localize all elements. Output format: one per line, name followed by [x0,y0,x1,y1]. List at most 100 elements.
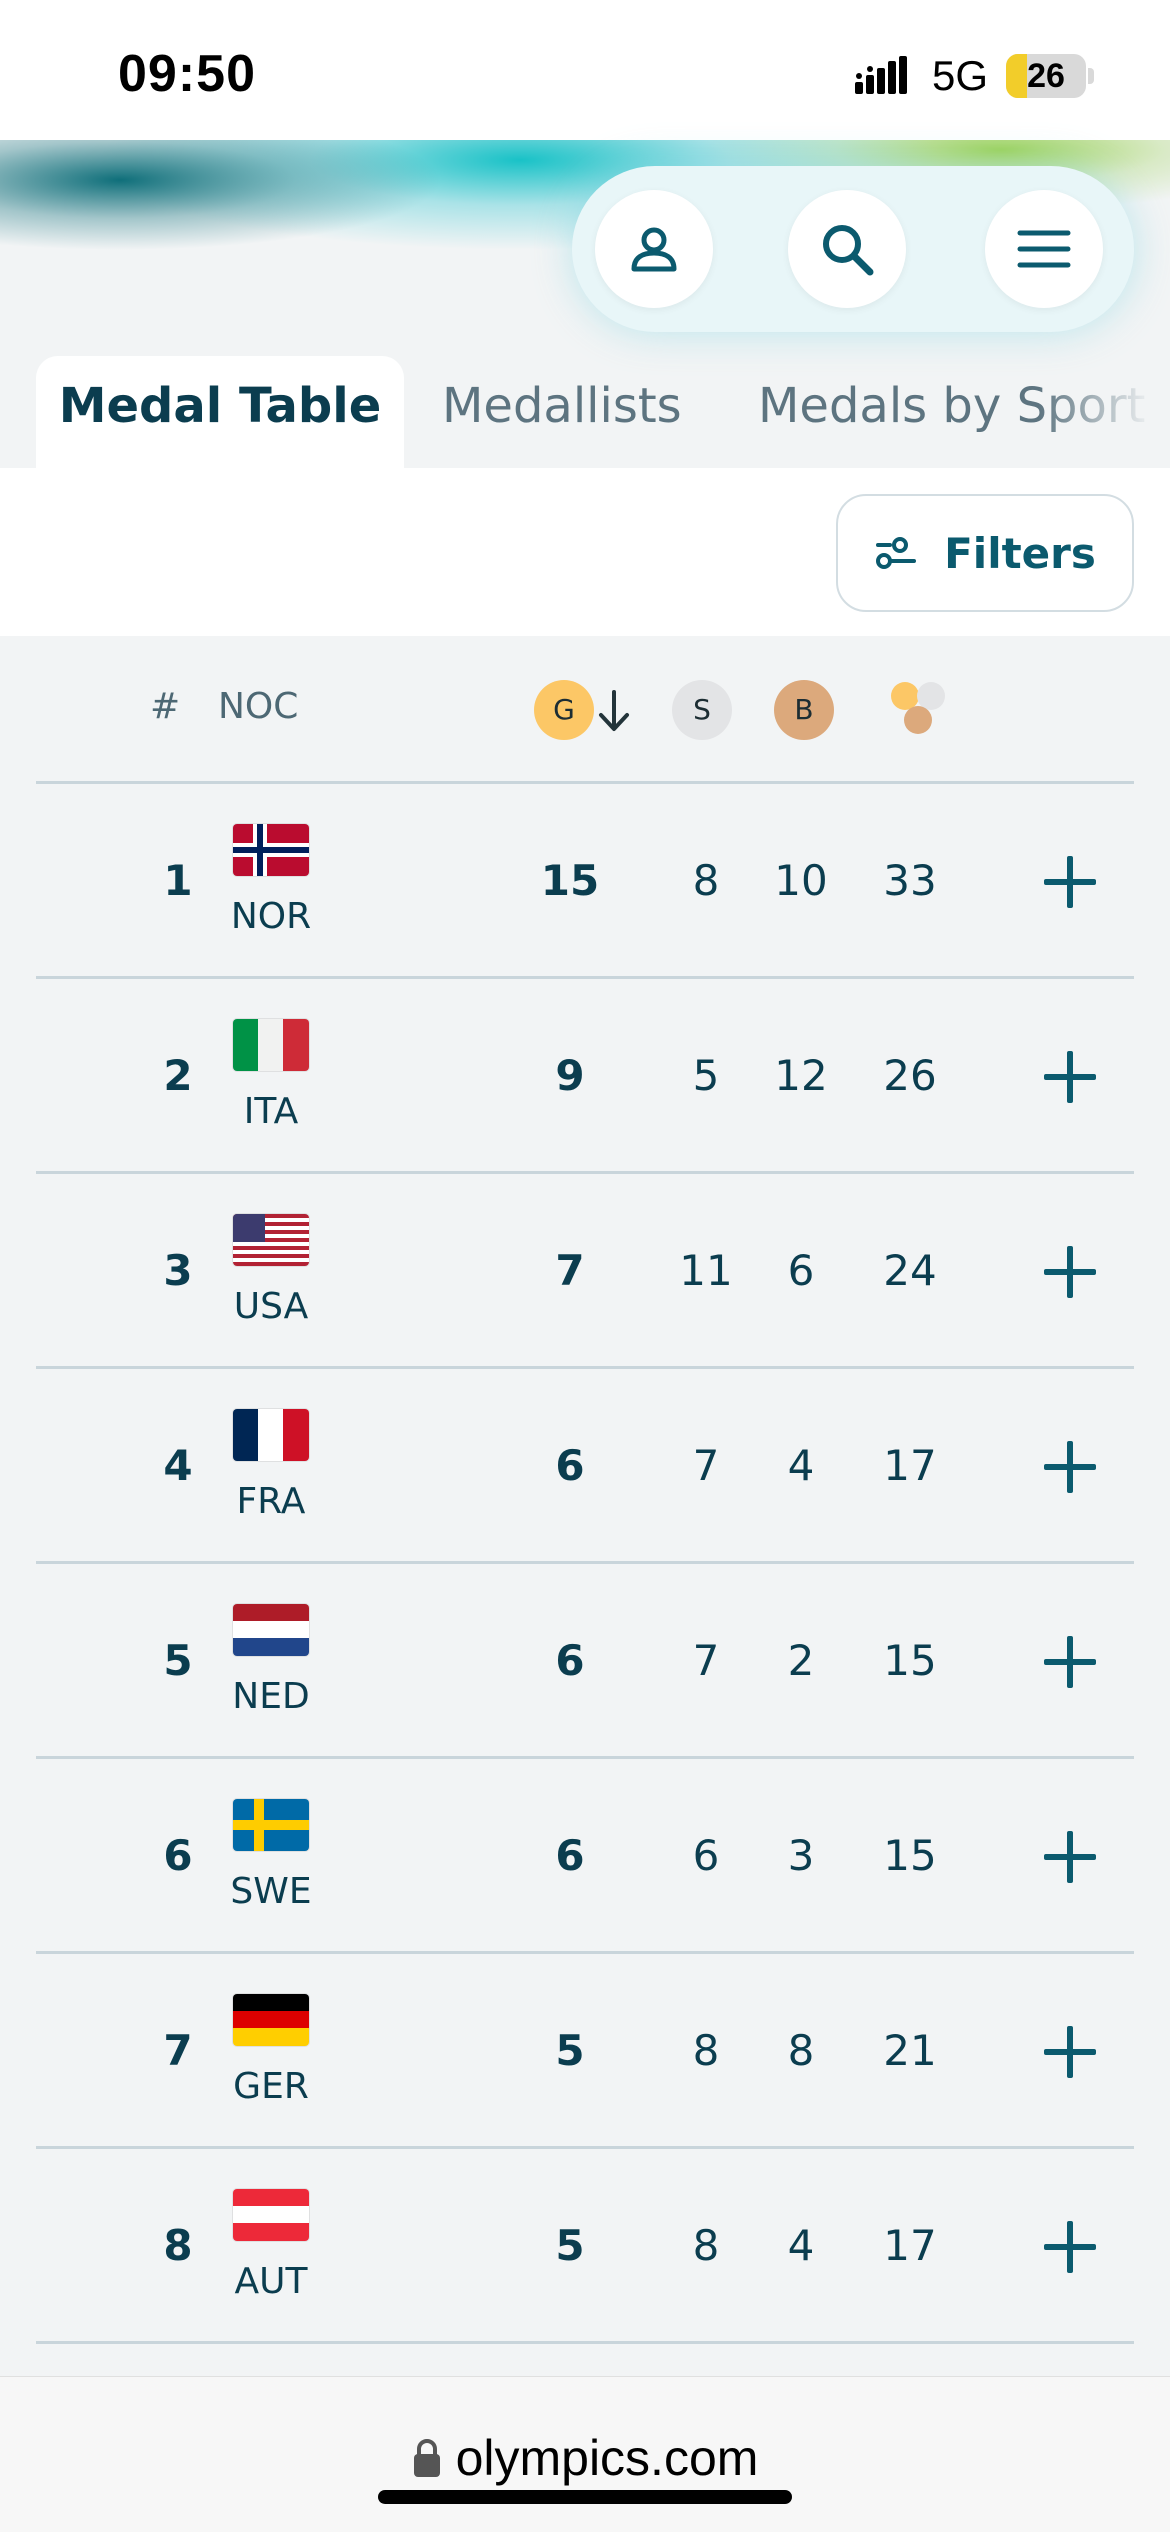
gold-count: 6 [555,1831,585,1880]
total-count: 21 [883,2026,937,2075]
flag-ger-icon [233,1994,309,2046]
bronze-count: 2 [787,1636,815,1685]
medals-total-icon[interactable] [886,676,956,746]
battery-fill [1006,54,1027,98]
tab-bar: Medal Table Medallists Medals by Sport [0,356,1170,468]
rank-cell: 1 [163,856,193,905]
filters-label: Filters [944,528,1096,578]
search-button[interactable] [788,190,906,308]
table-row[interactable]: 6 SWE 6 6 3 15 [36,1759,1134,1954]
search-icon [823,225,874,276]
silver-medal-header[interactable]: S [672,680,732,740]
silver-count: 11 [679,1246,733,1295]
battery-icon: 26 [1006,54,1086,98]
flag-swe-icon [233,1799,309,1851]
medal-table-body: 1 NOR 15 8 10 33 2 ITA 9 5 12 26 3 USA 7 11 6 24 4 FRA 6 7 4 17… [36,784,1134,2344]
user-icon [631,227,677,272]
rank-cell: 5 [163,1636,193,1685]
tab-medal-table[interactable]: Medal Table [36,356,404,468]
silver-count: 8 [692,2221,720,2270]
home-indicator [378,2490,792,2504]
gold-count: 6 [555,1636,585,1685]
expand-plus-icon[interactable] [1042,1439,1098,1495]
expand-plus-icon[interactable] [1042,1049,1098,1105]
silver-count: 6 [692,1831,720,1880]
table-row[interactable]: 8 AUT 5 8 4 17 [36,2149,1134,2344]
bronze-medal-header[interactable]: B [774,680,834,740]
table-row[interactable]: 7 GER 5 8 8 21 [36,1954,1134,2149]
flag-aut-icon [233,2189,309,2241]
expand-plus-icon[interactable] [1042,2024,1098,2080]
browser-address-bar[interactable]: olympics.com [0,2376,1170,2532]
tab-medallists[interactable]: Medallists [442,378,682,434]
url-text: olympics.com [455,2430,759,2486]
account-button[interactable] [595,190,713,308]
gold-count: 7 [555,1246,585,1295]
flag-usa-icon [233,1214,309,1266]
medal-table-header: # NOC G S B [36,636,1134,784]
table-row[interactable]: 1 NOR 15 8 10 33 [36,784,1134,979]
gold-count: 5 [555,2221,585,2270]
silver-count: 5 [692,1051,720,1100]
bronze-count: 3 [787,1831,815,1880]
total-count: 17 [883,1441,937,1490]
total-count: 17 [883,2221,937,2270]
noc-code: USA [233,1286,309,1327]
bronze-count: 12 [774,1051,828,1100]
gold-medal-header[interactable]: G [534,680,594,740]
silver-count: 7 [692,1636,720,1685]
rank-cell: 2 [163,1051,193,1100]
expand-plus-icon[interactable] [1042,1829,1098,1885]
noc-header: NOC [218,686,299,727]
rank-cell: 6 [163,1831,193,1880]
rank-cell: 4 [163,1441,193,1490]
expand-plus-icon[interactable] [1042,1244,1098,1300]
total-count: 33 [883,856,937,905]
bronze-count: 8 [787,2026,815,2075]
bronze-count: 6 [787,1246,815,1295]
status-time: 09:50 [118,45,256,103]
flag-fra-icon [233,1409,309,1461]
noc-code: AUT [234,2261,308,2302]
flag-ned-icon [233,1604,309,1656]
total-count: 24 [883,1246,937,1295]
total-count: 15 [883,1831,937,1880]
flag-ita-icon [233,1019,309,1071]
table-row[interactable]: 2 ITA 9 5 12 26 [36,979,1134,1174]
noc-code: NED [232,1676,310,1717]
url-display[interactable]: olympics.com [0,2429,1170,2487]
silver-count: 7 [692,1441,720,1490]
noc-code: ITA [243,1091,299,1132]
table-row[interactable]: 4 FRA 6 7 4 17 [36,1369,1134,1564]
lock-icon [413,2439,440,2477]
bronze-count: 10 [774,856,828,905]
network-type: 5G [932,52,989,99]
table-row[interactable]: 5 NED 6 7 2 15 [36,1564,1134,1759]
total-count: 26 [883,1051,937,1100]
rank-header: # [150,686,181,727]
tab-medals-by-sport[interactable]: Medals by Sport [758,378,1146,434]
menu-button[interactable] [985,190,1103,308]
flag-nor-icon [233,824,309,876]
cellular-signal-icon [855,56,907,94]
silver-count: 8 [692,2026,720,2075]
battery-tip [1088,68,1094,84]
status-bar: 09:50 5G 26 [0,0,1170,140]
gold-count: 15 [540,856,600,905]
noc-code: SWE [230,1871,312,1912]
expand-plus-icon[interactable] [1042,2219,1098,2275]
gold-count: 9 [555,1051,585,1100]
expand-plus-icon[interactable] [1042,854,1098,910]
rank-cell: 7 [163,2026,193,2075]
bronze-count: 4 [787,2221,815,2270]
hamburger-menu-icon [1017,230,1071,268]
rank-cell: 8 [163,2221,193,2270]
table-row[interactable]: 3 USA 7 11 6 24 [36,1174,1134,1369]
gold-count: 5 [555,2026,585,2075]
total-count: 15 [883,1636,937,1685]
bronze-count: 4 [787,1441,815,1490]
filters-button[interactable]: Filters [836,494,1134,612]
sort-down-arrow-icon[interactable] [596,688,632,734]
filter-area: Filters [0,468,1170,636]
expand-plus-icon[interactable] [1042,1634,1098,1690]
